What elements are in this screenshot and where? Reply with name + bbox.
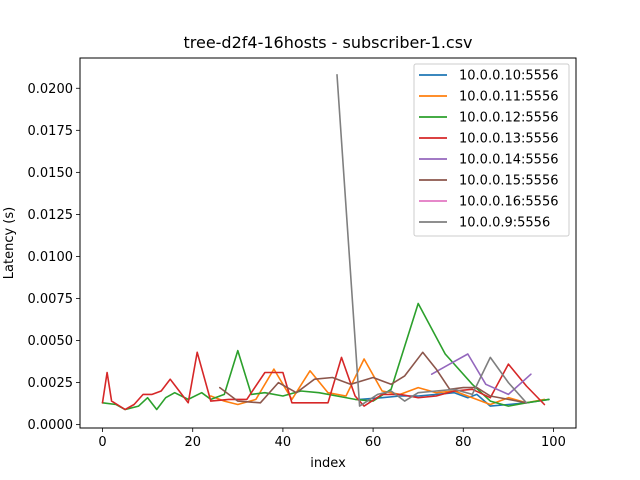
legend-label: 10.0.0.15:5556 — [459, 174, 559, 189]
y-tick-label: 0.0050 — [28, 334, 74, 349]
y-tick-label: 0.0175 — [28, 124, 74, 139]
y-tick-label: 0.0100 — [28, 250, 74, 265]
legend-label: 10.0.0.12:5556 — [459, 111, 559, 126]
x-tick-label: 60 — [365, 435, 382, 450]
x-tick-label: 80 — [455, 435, 472, 450]
y-tick-label: 0.0125 — [28, 208, 74, 223]
y-tick-label: 0.0200 — [28, 82, 74, 97]
y-axis-label: Latency (s) — [2, 207, 17, 279]
series-line-4 — [430, 353, 532, 396]
y-tick-label: 0.0000 — [28, 418, 74, 433]
series-line-5 — [219, 351, 528, 404]
plot-frame — [79, 57, 577, 429]
chart-title: tree-d2f4-16hosts - subscriber-1.csv — [183, 33, 472, 52]
x-axis-label: index — [310, 456, 346, 471]
legend-label: 10.0.0.14:5556 — [459, 153, 559, 168]
y-axis: 0.0000 0.0025 0.0050 0.0075 0.0100 0.0125 0.01… — [28, 82, 80, 433]
legend-label: 10.0.0.16:5556 — [459, 195, 559, 210]
y-tick-label: 0.0075 — [28, 292, 74, 307]
legend-label: 10.0.0.9:5556 — [459, 216, 550, 231]
series-line-7 — [336, 74, 528, 407]
x-tick-label: 20 — [184, 435, 201, 450]
x-tick-label: 100 — [541, 435, 566, 450]
x-tick-label: 40 — [275, 435, 292, 450]
x-tick-label: 0 — [98, 435, 106, 450]
series-line-2 — [101, 302, 550, 411]
legend-label: 10.0.0.11:5556 — [459, 90, 559, 105]
series-line-1 — [210, 358, 546, 406]
series-line-3 — [101, 351, 546, 411]
series-layer — [101, 74, 550, 411]
legend-box — [413, 63, 570, 237]
y-tick-label: 0.0025 — [28, 376, 74, 391]
legend-label: 10.0.0.10:5556 — [459, 69, 559, 84]
legend-label: 10.0.0.13:5556 — [459, 132, 559, 147]
y-tick-label: 0.0150 — [28, 166, 74, 181]
x-axis: 0 20 40 60 80 100 — [98, 428, 566, 450]
legend: 10.0.0.10:5556 10.0.0.11:5556 10.0.0.12:55… — [413, 63, 570, 237]
legend-items: 10.0.0.10:5556 10.0.0.11:5556 10.0.0.12:55… — [419, 69, 559, 231]
